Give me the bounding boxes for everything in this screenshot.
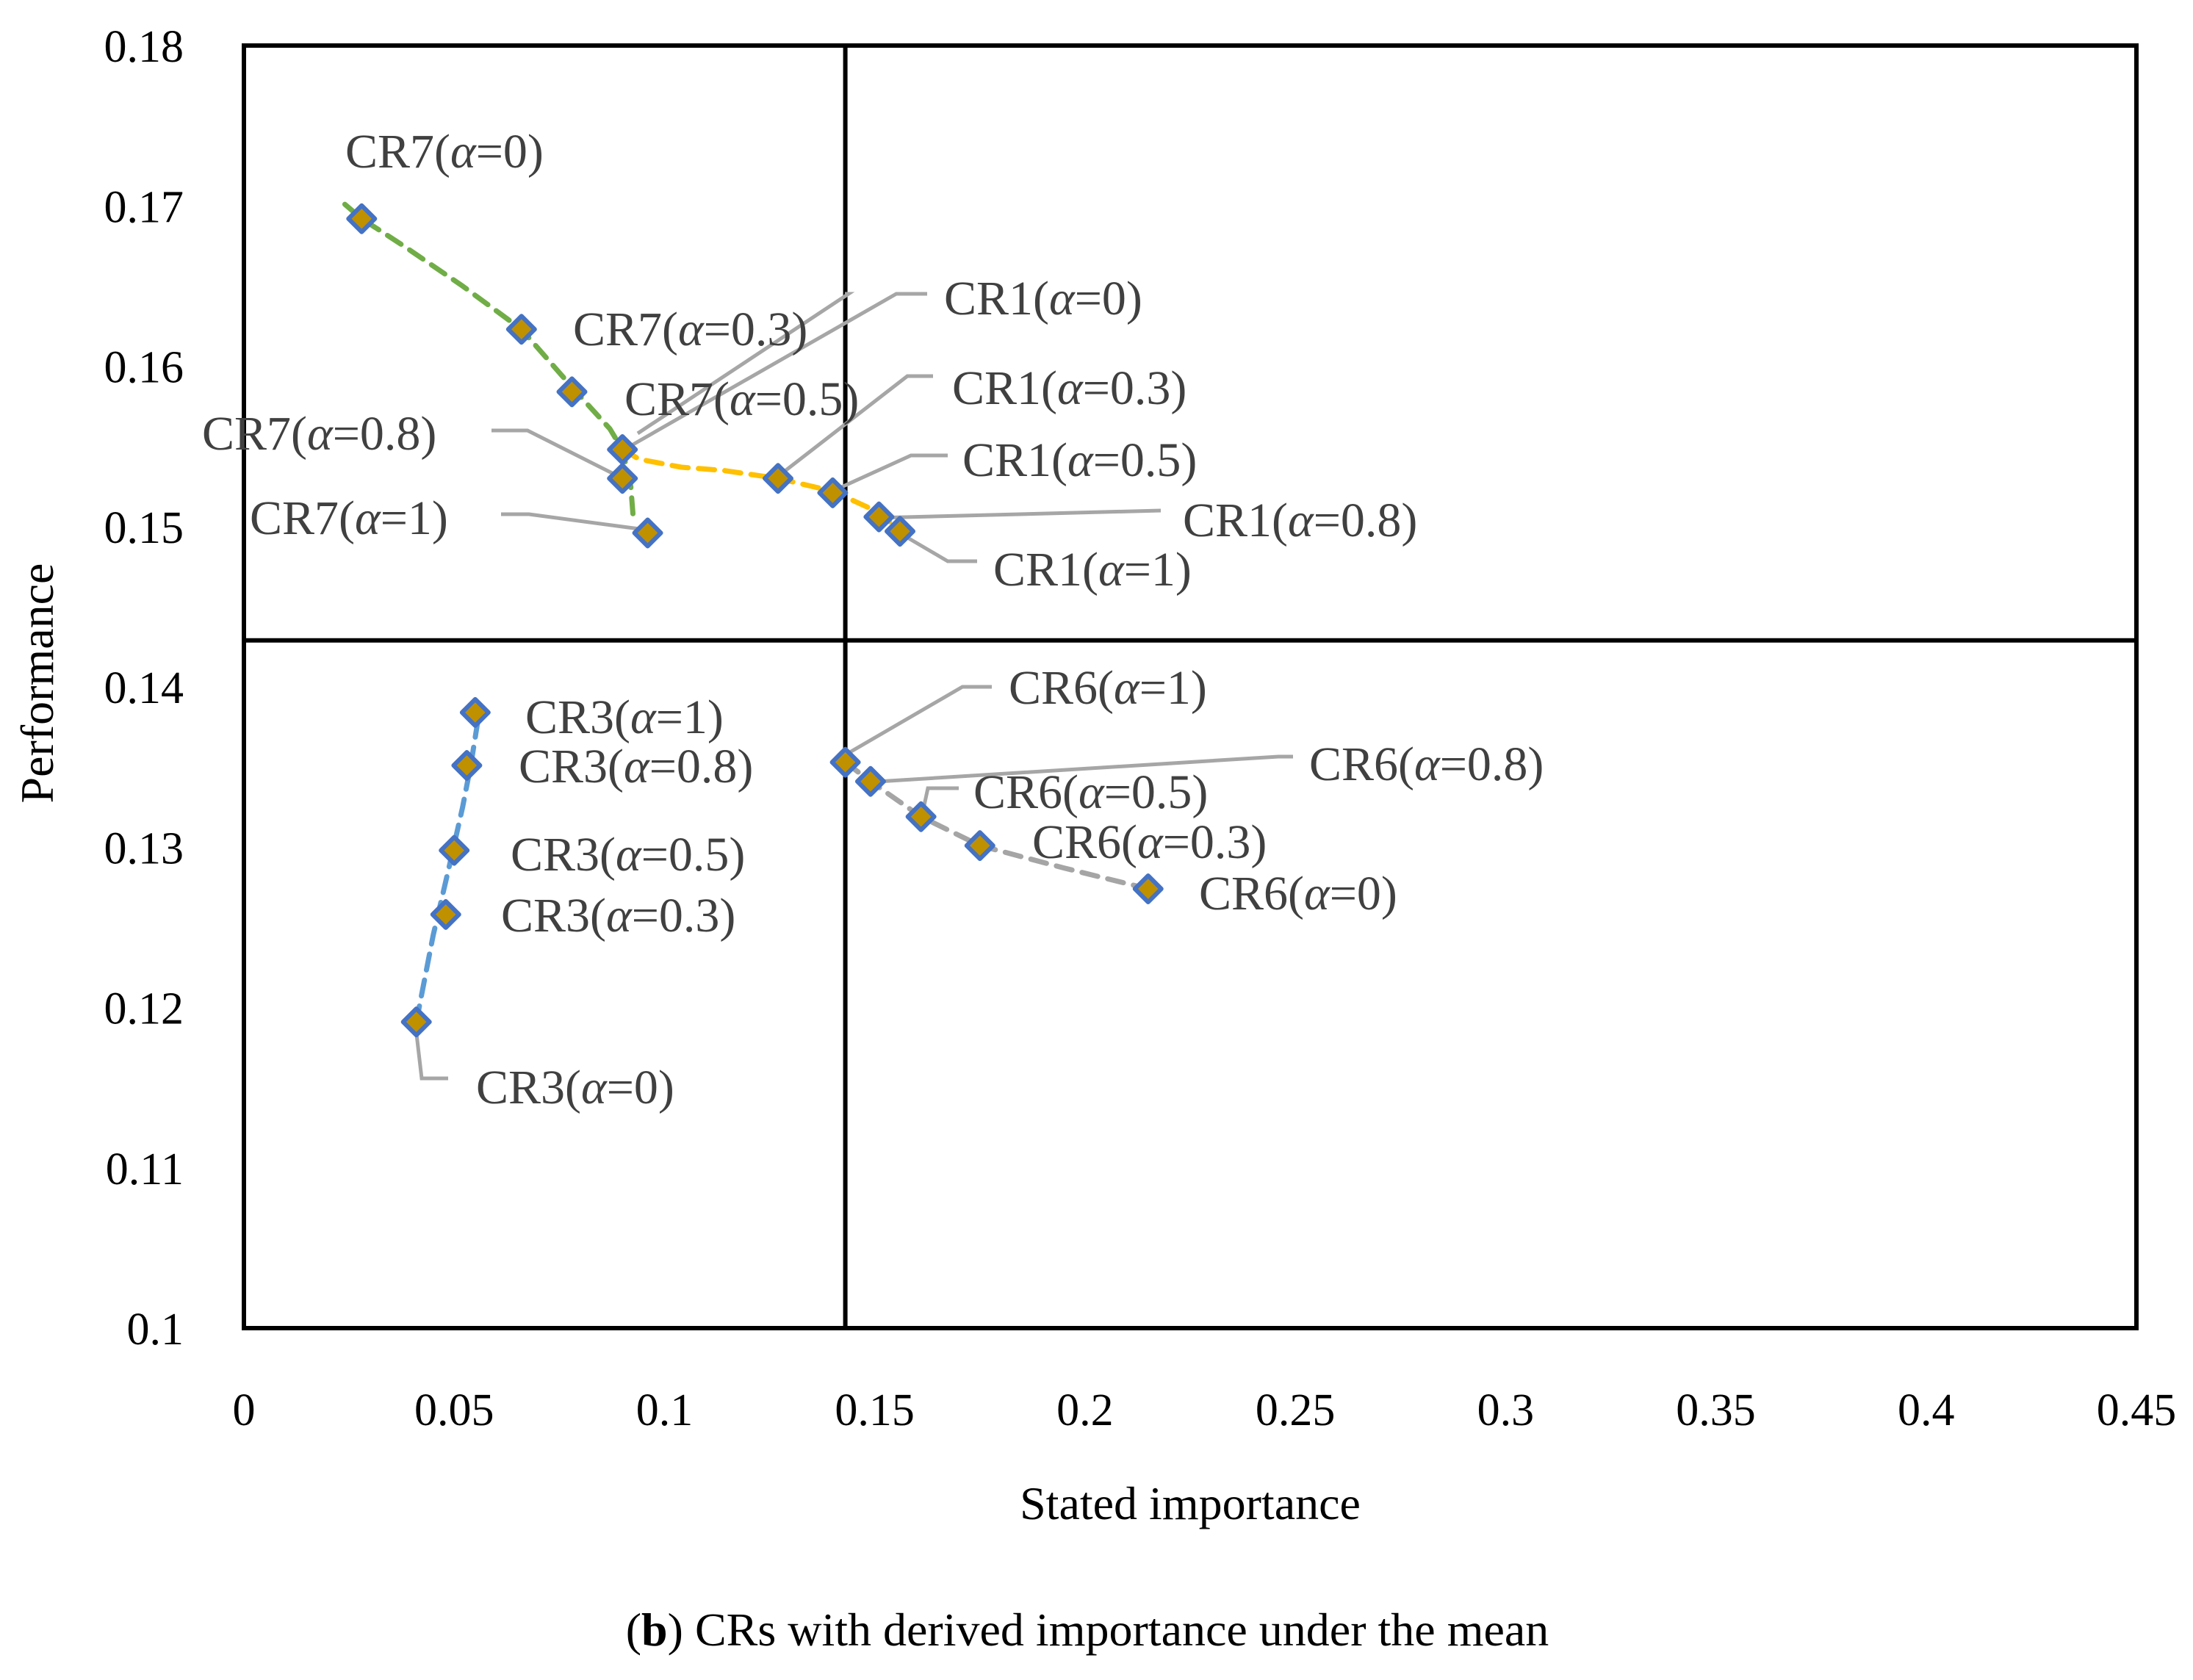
data-label-cr1: CR1(α=0.5)	[962, 433, 1197, 487]
data-point-cr3	[451, 749, 483, 781]
data-point-cr7	[607, 463, 638, 494]
data-label-cr1: CR1(α=0.8)	[1183, 494, 1417, 547]
data-point-cr3	[430, 898, 461, 930]
tick-labels: 0 0.05 0.1 0.15 0.2 0.25 0.3 0.35 0.4 0.45 0.1 0.11…	[104, 22, 2177, 1435]
data-point-cr6	[1132, 873, 1164, 904]
data-point-cr6	[854, 765, 886, 797]
plot-frame	[242, 43, 2139, 1330]
data-point-cr1	[885, 516, 916, 547]
caption-bold: b	[641, 1604, 668, 1656]
data-point-cr6	[905, 801, 937, 832]
data-point-cr6	[829, 746, 861, 778]
x-tick-label: 0	[233, 1385, 256, 1435]
leader-line-cr6	[838, 685, 992, 760]
series-line-cr1	[619, 447, 903, 533]
data-point-cr7	[556, 376, 588, 408]
leader-line-cr1	[829, 453, 948, 494]
data-labels: CR7(α=0) CR7(α=0.3) CR7(α=0.5) CR7(α=0.8) CR…	[202, 125, 1544, 1114]
data-point-cr3	[459, 696, 491, 728]
data-label-cr6: CR6(α=0.8)	[1309, 738, 1544, 791]
data-point-cr6	[964, 830, 995, 862]
leader-line-cr7	[636, 292, 855, 436]
leader-line-cr1	[625, 292, 927, 450]
data-point-cr1	[817, 477, 849, 508]
data-point-cr3	[400, 1006, 432, 1038]
y-tick-label: 0.15	[104, 503, 184, 553]
data-markers	[346, 203, 1164, 1038]
x-tick-label: 0.05	[414, 1385, 494, 1435]
data-label-cr7: CR7(α=0.8)	[202, 407, 436, 461]
leader-line-cr7	[491, 428, 622, 480]
y-axis-title: Performance	[11, 563, 63, 804]
x-tick-label: 0.4	[1898, 1385, 1955, 1435]
leader-line-cr1	[891, 527, 977, 563]
y-tick-label: 0.13	[104, 823, 184, 873]
y-tick-label: 0.1	[127, 1305, 184, 1355]
data-label-cr1: CR1(α=0)	[944, 272, 1142, 325]
data-label-cr1: CR1(α=0.3)	[952, 361, 1186, 415]
y-tick-label: 0.18	[104, 22, 184, 72]
leader-line-cr6	[865, 754, 1293, 785]
data-point-cr1	[607, 433, 638, 465]
data-label-cr6: CR6(α=0.5)	[973, 765, 1208, 819]
data-label-cr7: CR7(α=0)	[345, 125, 544, 179]
data-label-cr7: CR7(α=1)	[250, 491, 448, 545]
x-tick-label: 0.3	[1477, 1385, 1535, 1435]
leader-line-cr1	[775, 374, 933, 479]
y-tick-label: 0.17	[104, 182, 184, 232]
data-point-cr7	[346, 203, 378, 234]
data-point-cr1	[863, 501, 895, 533]
data-label-cr1: CR1(α=1)	[993, 543, 1192, 596]
data-point-cr7	[505, 314, 537, 345]
y-tick-label: 0.14	[104, 663, 184, 713]
y-tick-label: 0.11	[106, 1144, 184, 1194]
data-label-cr7: CR7(α=0.3)	[573, 303, 807, 356]
x-tick-label: 0.45	[2097, 1385, 2177, 1435]
x-tick-label: 0.15	[835, 1385, 915, 1435]
figure-caption: (b) CRs with derived importance under th…	[626, 1604, 1549, 1656]
leader-line-cr7	[501, 512, 640, 531]
x-tick-label: 0.2	[1056, 1385, 1114, 1435]
data-label-cr6: CR6(α=0.3)	[1032, 815, 1267, 869]
data-point-cr3	[439, 834, 470, 866]
data-label-cr6: CR6(α=0)	[1199, 867, 1397, 920]
caption-rest: ) CRs with derived importance under the …	[668, 1604, 1549, 1656]
data-label-cr3: CR3(α=0)	[476, 1061, 674, 1114]
data-point-cr1	[763, 463, 793, 494]
data-label-cr3: CR3(α=0.3)	[501, 889, 735, 942]
x-tick-label: 0.1	[636, 1385, 694, 1435]
leader-line-cr3	[413, 1021, 448, 1081]
x-tick-label: 0.25	[1256, 1385, 1336, 1435]
caption-open: (	[626, 1604, 641, 1656]
y-tick-label: 0.12	[104, 984, 184, 1034]
y-tick-label: 0.16	[104, 343, 184, 393]
plot-area-border	[242, 43, 2139, 1330]
leader-line-cr1	[875, 508, 1162, 520]
data-label-cr3: CR3(α=1)	[525, 691, 724, 744]
data-point-cr7	[632, 517, 663, 549]
data-label-cr7: CR7(α=0.5)	[624, 372, 859, 426]
data-label-cr3: CR3(α=0.8)	[519, 740, 753, 793]
data-label-cr3: CR3(α=0.5)	[511, 828, 745, 882]
x-axis-title: Stated importance	[1020, 1477, 1361, 1529]
data-label-cr6: CR6(α=1)	[1009, 661, 1207, 715]
x-tick-label: 0.35	[1676, 1385, 1756, 1435]
